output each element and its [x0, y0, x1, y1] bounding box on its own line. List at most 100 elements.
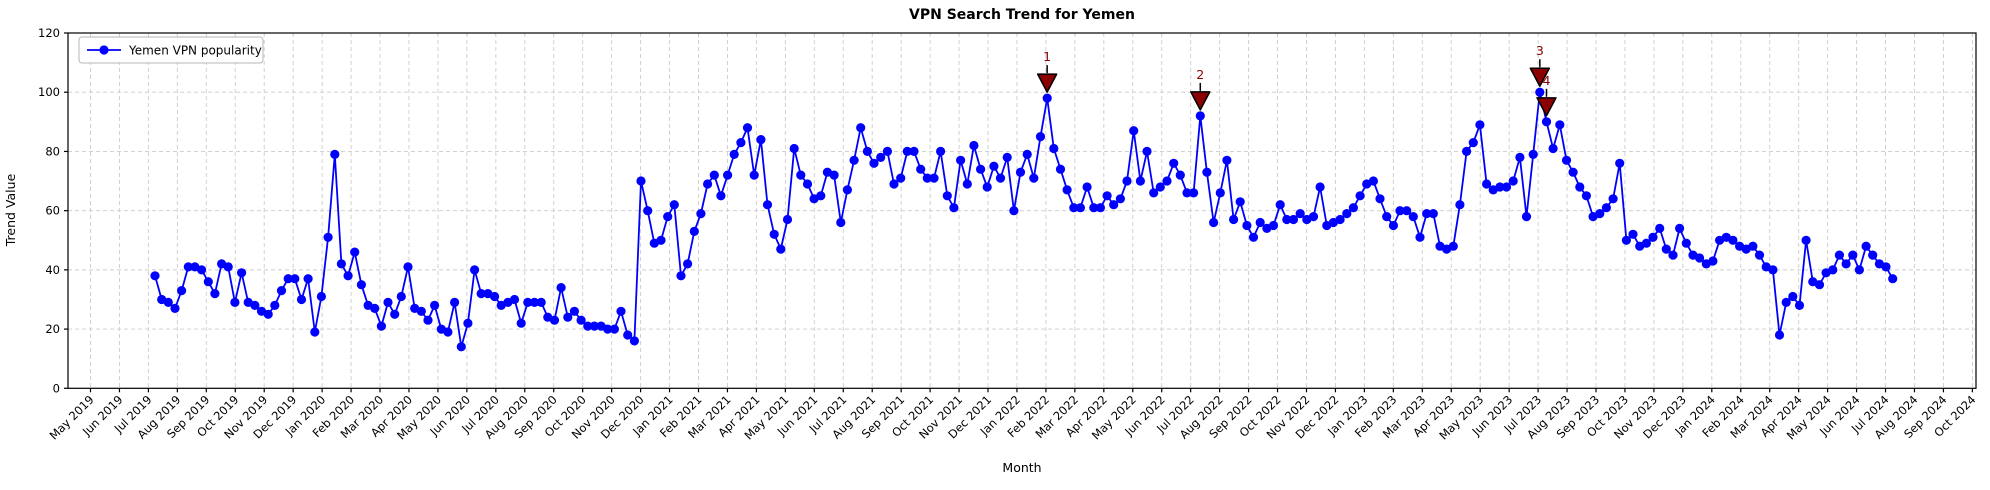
data-point-marker: [310, 327, 320, 337]
data-point-marker: [1015, 167, 1026, 177]
data-point-marker: [283, 274, 293, 284]
data-point-marker: [170, 303, 180, 313]
data-point-marker: [1655, 223, 1665, 233]
data-point-marker: [1668, 250, 1678, 260]
data-point-marker: [1355, 191, 1365, 201]
data-point-marker: [1295, 209, 1305, 219]
data-point-marker: [829, 170, 839, 180]
data-point-marker: [1615, 158, 1625, 168]
data-point-marker: [1834, 250, 1844, 260]
data-point-marker: [203, 277, 213, 287]
data-point-marker: [1841, 259, 1851, 269]
data-point-marker: [1035, 132, 1046, 142]
data-point-marker: [742, 123, 753, 133]
data-point-marker: [536, 297, 546, 307]
data-point-marker: [723, 170, 733, 180]
data-point-marker: [896, 173, 906, 183]
data-point-marker: [376, 321, 386, 331]
data-point-marker: [942, 191, 952, 201]
data-point-marker: [1535, 87, 1545, 97]
data-point-marker: [1342, 209, 1352, 219]
data-point-marker: [1335, 214, 1345, 225]
data-point-marker: [450, 297, 460, 307]
data-point-marker: [1788, 291, 1798, 302]
data-point-marker: [909, 146, 919, 156]
data-point-marker: [1268, 220, 1279, 231]
data-point-marker: [1515, 152, 1525, 162]
data-point-marker: [1608, 194, 1618, 204]
data-point-marker: [623, 330, 633, 340]
y-tick-label: 60: [45, 204, 60, 218]
annotation-number: 4: [1543, 73, 1551, 88]
y-tick-label: 120: [38, 26, 60, 40]
y-tick-label: 100: [38, 85, 60, 99]
data-point-marker: [982, 182, 992, 192]
data-point-marker: [1848, 250, 1858, 260]
data-point-marker: [356, 280, 366, 290]
data-point-marker: [163, 297, 173, 307]
data-point-marker: [316, 291, 326, 302]
data-point-marker: [1315, 182, 1325, 192]
data-point-marker: [177, 286, 187, 296]
data-point-marker: [383, 297, 393, 307]
data-point-marker: [270, 300, 280, 310]
data-point-marker: [1235, 197, 1245, 207]
data-point-marker: [1728, 235, 1738, 245]
data-point-marker: [656, 235, 666, 245]
data-point-marker: [756, 135, 766, 145]
data-point-marker: [1495, 182, 1505, 192]
data-point-marker: [849, 155, 859, 165]
data-point-marker: [762, 200, 773, 210]
data-point-marker: [1255, 217, 1265, 228]
data-point-marker: [523, 297, 533, 307]
data-point-marker: [882, 146, 893, 156]
annotation-triangle-icon: [1190, 91, 1211, 111]
data-point-marker: [1089, 203, 1099, 213]
annotation-number: 2: [1196, 67, 1204, 82]
data-point-marker: [636, 176, 646, 186]
data-point-marker: [683, 259, 693, 269]
data-point-marker: [736, 138, 746, 148]
data-point-marker: [230, 297, 240, 307]
data-point-marker: [676, 271, 686, 281]
data-point-marker: [237, 268, 247, 278]
data-point-marker: [323, 232, 333, 242]
data-point-marker: [749, 170, 759, 180]
data-point-marker: [296, 294, 307, 305]
data-point-marker: [1748, 241, 1758, 251]
data-point-marker: [1881, 262, 1891, 272]
data-point-marker: [663, 212, 673, 222]
data-point-marker: [609, 324, 620, 334]
data-point-marker: [689, 226, 699, 236]
data-point-marker: [403, 262, 413, 272]
data-point-marker: [563, 312, 573, 322]
data-point-marker: [1528, 149, 1538, 159]
data-point-marker: [250, 300, 260, 310]
data-point-marker: [1062, 185, 1072, 195]
data-point-marker: [1508, 176, 1518, 186]
data-point-marker: [1774, 330, 1785, 340]
data-point-marker: [443, 327, 453, 337]
data-point-marker: [463, 318, 473, 328]
data-point-marker: [183, 262, 193, 272]
data-point-marker: [569, 306, 580, 316]
data-point-marker: [1242, 220, 1252, 231]
data-point-marker: [729, 149, 739, 159]
data-point-marker: [816, 191, 826, 201]
data-point-marker: [1388, 220, 1398, 231]
data-point-marker: [490, 291, 500, 302]
data-point-marker: [476, 289, 486, 299]
data-point-marker: [1568, 167, 1578, 177]
data-point-marker: [1428, 209, 1438, 219]
data-point-marker: [976, 164, 986, 174]
data-point-marker: [1229, 214, 1239, 225]
data-point-marker: [869, 158, 879, 168]
data-point-marker: [782, 214, 793, 225]
annotation-number: 1: [1043, 49, 1051, 64]
data-point-marker: [583, 321, 593, 331]
data-point-marker: [1382, 212, 1392, 222]
data-point-marker: [390, 309, 400, 319]
data-point-marker: [509, 294, 520, 305]
data-point-marker: [1348, 203, 1358, 213]
